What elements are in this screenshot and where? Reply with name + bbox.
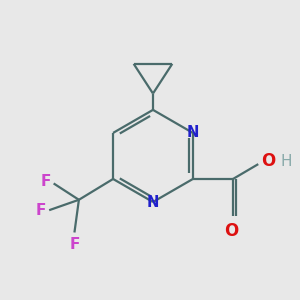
Text: F: F — [36, 203, 46, 218]
Text: N: N — [147, 194, 159, 209]
Text: H: H — [280, 154, 292, 169]
Text: F: F — [69, 237, 80, 252]
Text: O: O — [224, 222, 239, 240]
Text: F: F — [40, 175, 51, 190]
Text: N: N — [187, 125, 199, 140]
Text: O: O — [261, 152, 275, 170]
